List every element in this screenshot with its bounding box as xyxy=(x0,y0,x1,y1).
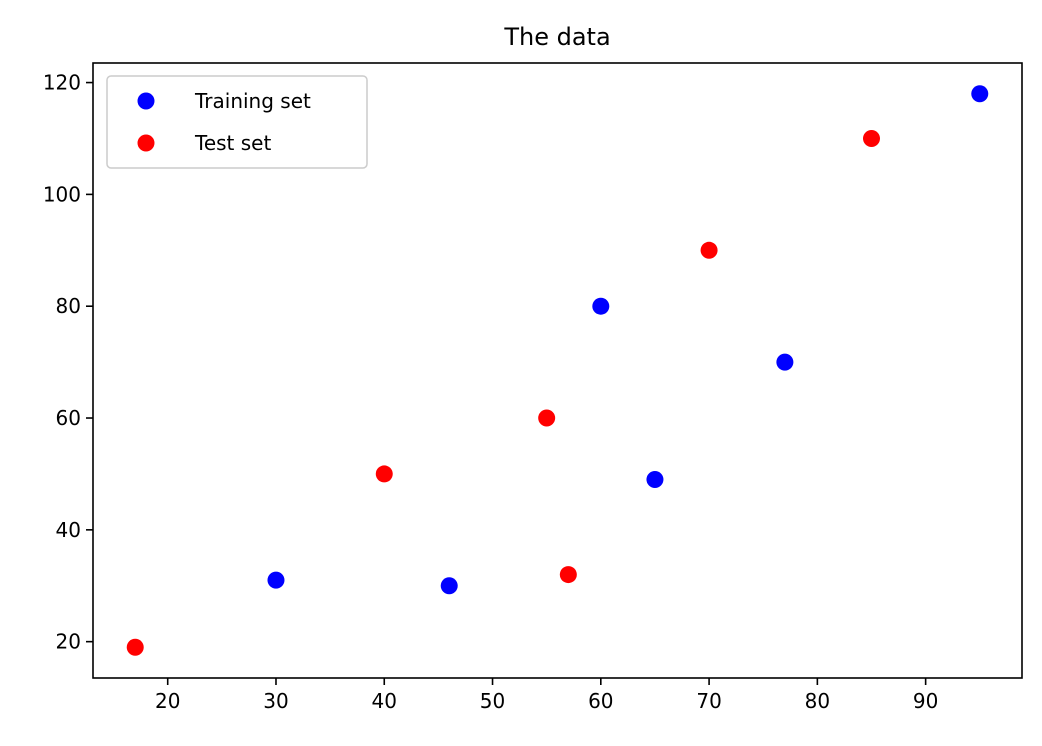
x-tick-label: 20 xyxy=(155,689,180,713)
legend-box xyxy=(106,75,368,169)
y-tick-label: 120 xyxy=(43,71,81,95)
data-point xyxy=(776,353,794,371)
legend-label: Training set xyxy=(194,89,311,113)
x-tick-label: 50 xyxy=(480,689,505,713)
x-tick-label: 80 xyxy=(805,689,830,713)
x-axis: 20 30 40 50 60 70 80 90 xyxy=(155,678,938,713)
x-tick-label: 60 xyxy=(588,689,613,713)
data-point xyxy=(126,638,144,656)
plot-frame xyxy=(92,62,1023,679)
data-points xyxy=(126,85,989,656)
data-point xyxy=(862,129,880,147)
y-tick-label: 60 xyxy=(56,406,81,430)
x-tick-label: 40 xyxy=(372,689,397,713)
data-point xyxy=(440,577,458,595)
data-point xyxy=(700,241,718,259)
data-point xyxy=(559,566,577,584)
data-point xyxy=(267,571,285,589)
y-tick-label: 100 xyxy=(43,182,81,206)
legend-marker xyxy=(137,134,155,152)
data-point xyxy=(538,409,556,427)
chart-title: The data xyxy=(503,23,610,51)
data-point xyxy=(375,465,393,483)
legend: Training set Test set xyxy=(106,75,368,169)
legend-marker xyxy=(137,92,155,110)
data-point xyxy=(971,85,989,103)
y-tick-label: 20 xyxy=(56,630,81,654)
y-tick-label: 40 xyxy=(56,518,81,542)
x-tick-label: 70 xyxy=(696,689,721,713)
legend-label: Test set xyxy=(194,131,271,155)
x-tick-label: 90 xyxy=(913,689,938,713)
y-tick-label: 80 xyxy=(56,294,81,318)
x-tick-label: 30 xyxy=(263,689,288,713)
y-axis: 20 40 60 80 100 120 xyxy=(43,71,93,654)
data-point xyxy=(646,471,664,489)
data-point xyxy=(592,297,610,315)
